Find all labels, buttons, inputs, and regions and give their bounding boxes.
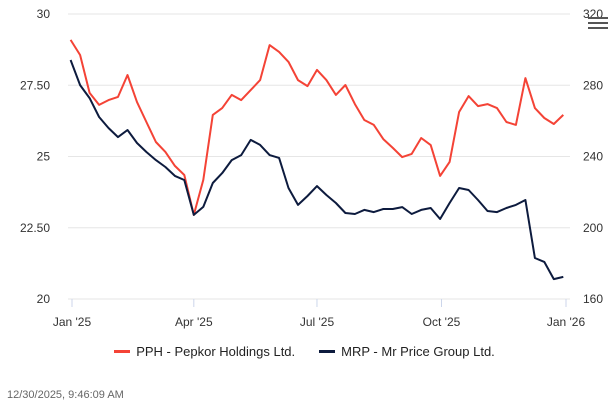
legend-item-mrp[interactable]: MRP - Mr Price Group Ltd. [319,344,495,359]
legend-label: MRP - Mr Price Group Ltd. [341,344,495,359]
series-line-mrp [69,59,564,281]
y-left-tick-label: 27.50 [20,78,50,92]
y-right-tick-label: 200 [583,221,603,235]
y-left-tick-label: 20 [37,292,51,306]
legend-swatch [319,350,336,353]
y-left-tick-label: 30 [37,7,51,21]
hamburger-menu-icon[interactable] [588,14,608,30]
y-right-tick-label: 240 [583,150,603,164]
legend-item-pph[interactable]: PPH - Pepkor Holdings Ltd. [114,344,295,359]
legend-label: PPH - Pepkor Holdings Ltd. [136,344,296,359]
y-right-tick-label: 280 [583,78,603,92]
legend: PPH - Pepkor Holdings Ltd. MRP - Mr Pric… [0,344,609,359]
y-left-tick-label: 22.50 [20,221,50,235]
y-right-tick-label: 160 [583,292,603,306]
x-tick-label: Apr '25 [175,315,213,329]
x-tick-label: Oct '25 [423,315,461,329]
series-line-pph [69,39,564,216]
y-left-tick-label: 25 [37,150,51,164]
x-tick-label: Jul '25 [300,315,335,329]
x-tick-label: Jan '26 [547,315,586,329]
legend-swatch [114,350,131,353]
timestamp: 12/30/2025, 9:46:09 AM [7,389,124,401]
x-tick-label: Jan '25 [53,315,92,329]
